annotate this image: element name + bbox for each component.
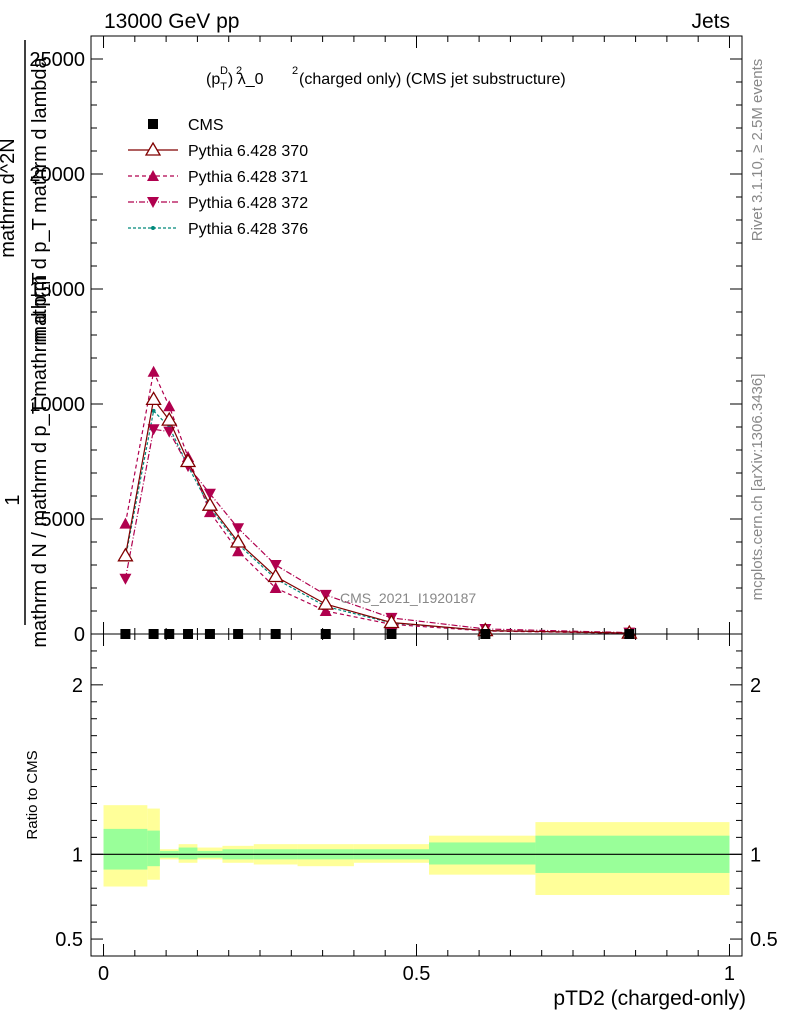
ylabel-denominator-inner: mathrm d p_T mathrm d lambda [29, 56, 51, 342]
main-ytick-label: 10000 [29, 394, 85, 416]
chart-title: (pTD) λ_0 2 2 (charged only) (CMS jet su… [206, 65, 566, 93]
series-0-point [120, 629, 131, 639]
ylabel-one: 1 [2, 494, 24, 505]
series-2-point [203, 506, 216, 518]
title-sup-1: 2 [236, 65, 242, 77]
series-3-point [147, 424, 160, 436]
legend-marker [147, 170, 159, 181]
legend-label: Pythia 6.428 370 [188, 143, 308, 160]
main-ytick-label: 25000 [29, 49, 85, 71]
series-0-point [183, 629, 194, 639]
series-0-point [320, 629, 331, 639]
series-1-point [317, 595, 334, 610]
series-0-point [480, 629, 491, 639]
series-2-point [232, 545, 245, 557]
series-2-point [147, 365, 160, 377]
series-0-point [624, 629, 635, 639]
series-1-point [229, 533, 247, 548]
x-axis-label: pTD2 (charged-only) [553, 987, 746, 1010]
series-0-point [270, 629, 281, 639]
series-2-point [119, 517, 132, 529]
title-part-rest: ) λ_0 [228, 71, 264, 88]
ratio-bands [91, 805, 742, 895]
series-2-point [163, 400, 176, 412]
series-3-point [232, 523, 245, 535]
series-1-point [179, 453, 197, 468]
series-0-point [204, 629, 215, 639]
title-sup-2: 2 [292, 65, 298, 77]
title-tail: (charged only) (CMS jet substructure) [299, 71, 566, 88]
series-1-point [267, 568, 284, 583]
main-y-axis-label: 1 mathrm d N / mathrm d p_T mathrm d p_T… [0, 40, 51, 648]
ratio-ytick-label: 0.5 [55, 929, 83, 951]
ratio-ytick-label: 1 [72, 844, 83, 866]
series-3-point [119, 573, 132, 585]
ratio-band-green [147, 830, 160, 867]
series-0-point [386, 629, 397, 639]
header-right: Jets [691, 10, 730, 33]
series-0-point [164, 629, 175, 639]
main-ytick-label: 20000 [29, 164, 85, 186]
ratio-panel-frame [90, 633, 743, 957]
title-part-sup: D [220, 65, 228, 77]
xtick-label: 0 [98, 963, 109, 985]
legend-label: Pythia 6.428 376 [188, 221, 308, 238]
ratio-ytick-label-right: 0.5 [750, 929, 778, 951]
title-part-base: (p [206, 71, 220, 88]
main-ytick-label: 5000 [41, 509, 86, 531]
series-4-point [151, 408, 156, 413]
series-1-point [145, 391, 162, 406]
ratio-band-green [178, 847, 198, 860]
ratio-band-green [103, 828, 148, 870]
series-3-point [319, 589, 332, 601]
legend-label: CMS [188, 117, 224, 134]
series-layer [117, 365, 638, 639]
legend-label: Pythia 6.428 372 [188, 195, 308, 212]
legend-marker [144, 141, 162, 156]
watermark: CMS_2021_I1920187 [340, 590, 476, 606]
ratio-ytick-label-right: 1 [750, 844, 761, 866]
series-2-point [319, 605, 332, 616]
ratio-y-axis-label: Ratio to CMS [24, 750, 41, 839]
series-3-point [163, 426, 176, 438]
series-1-point [161, 411, 178, 426]
legend-label: Pythia 6.428 371 [188, 169, 308, 186]
ratio-ytick-label: 2 [72, 675, 83, 697]
ratio-band-green [429, 842, 536, 865]
series-1-point [383, 614, 400, 629]
series-0-point [148, 629, 159, 639]
legend-marker [148, 119, 158, 129]
side-rivet: Rivet 3.1.10, ≥ 2.5M events [749, 59, 766, 242]
series-3-point [203, 488, 216, 500]
ylabel-numerator-inner: mathrm d^2N [0, 138, 19, 257]
series-3-point [269, 560, 282, 571]
main-ytick-label: 0 [74, 624, 85, 646]
series-0-point [233, 629, 244, 639]
series-1-point [201, 496, 219, 511]
series-2-point [269, 582, 282, 593]
legend: CMS Pythia 6.428 370 Pythia 6.428 371 Pythi… [128, 117, 308, 238]
legend-marker [147, 197, 159, 208]
xtick-label: 1 [724, 963, 735, 985]
main-ytick-label: 15000 [29, 279, 85, 301]
title-text: (pTD) λ_0 [206, 65, 264, 93]
legend-marker [151, 226, 155, 230]
xtick-label: 0.5 [403, 963, 431, 985]
main-ticks: 0 5000 10000 15000 20000 25000 [29, 36, 742, 646]
ratio-ytick-label-right: 2 [750, 675, 761, 697]
ratio-ticks: 0.5 0.5 1 1 2 2 0 0.5 1 [55, 634, 778, 985]
series-1-point [117, 547, 134, 562]
side-mcplots: mcplots.cern.ch [arXiv:1306.3436] [749, 374, 766, 601]
title-part-sub: T [220, 81, 227, 93]
header-left: 13000 GeV pp [104, 10, 239, 33]
ylabel-denominator: mathrm d N / mathrm d p_T mathrm d p_T [29, 272, 51, 647]
